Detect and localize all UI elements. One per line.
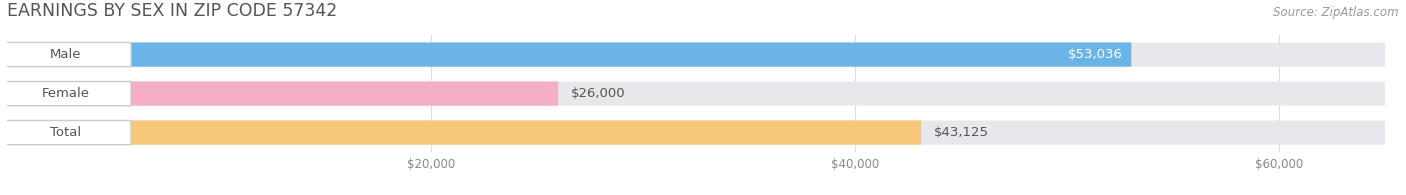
Text: EARNINGS BY SEX IN ZIP CODE 57342: EARNINGS BY SEX IN ZIP CODE 57342 [7, 2, 337, 20]
FancyBboxPatch shape [7, 121, 921, 145]
Text: $43,125: $43,125 [934, 126, 988, 139]
FancyBboxPatch shape [0, 82, 131, 106]
Text: Male: Male [49, 48, 82, 61]
FancyBboxPatch shape [0, 43, 131, 67]
FancyBboxPatch shape [7, 82, 558, 106]
Text: Total: Total [51, 126, 82, 139]
FancyBboxPatch shape [7, 82, 1385, 106]
Text: $53,036: $53,036 [1069, 48, 1123, 61]
FancyBboxPatch shape [7, 121, 1385, 145]
Text: Source: ZipAtlas.com: Source: ZipAtlas.com [1274, 6, 1399, 19]
FancyBboxPatch shape [7, 43, 1132, 67]
FancyBboxPatch shape [0, 121, 131, 145]
Text: Female: Female [42, 87, 90, 100]
FancyBboxPatch shape [7, 43, 1385, 67]
Text: $26,000: $26,000 [571, 87, 626, 100]
